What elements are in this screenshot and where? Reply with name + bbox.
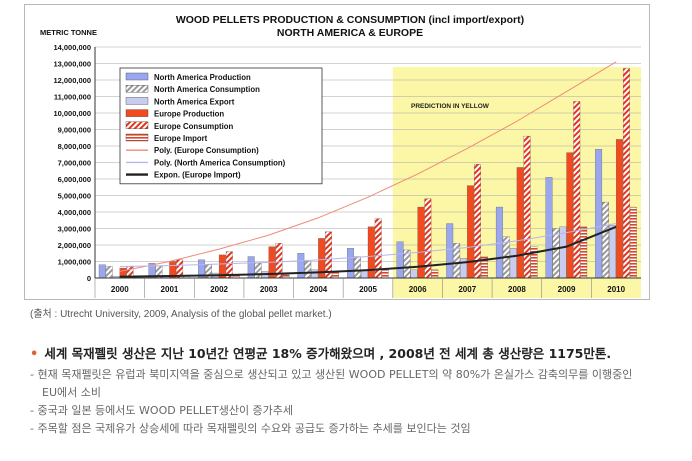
bar bbox=[622, 68, 630, 279]
y-tick-label: 4,000,000 bbox=[58, 208, 91, 217]
prediction-label: PREDICTION IN YELLOW bbox=[411, 103, 490, 110]
y-tick-label: 14,000,000 bbox=[53, 43, 91, 52]
y-tick-label: 0 bbox=[87, 274, 91, 283]
trendline bbox=[119, 61, 617, 272]
legend-label: Poly. (North America Consumption) bbox=[154, 158, 286, 167]
chart-subtitle: NORTH AMERICA & EUROPE bbox=[277, 27, 423, 39]
bar bbox=[311, 269, 319, 279]
bar bbox=[509, 248, 517, 279]
y-tick-label: 5,000,000 bbox=[58, 192, 91, 201]
bar bbox=[304, 261, 312, 279]
x-tick-label: 2003 bbox=[260, 285, 278, 294]
x-tick-label: 2009 bbox=[558, 285, 576, 294]
x-tick-label: 2008 bbox=[508, 285, 526, 294]
bar bbox=[105, 266, 113, 279]
bar bbox=[523, 135, 531, 279]
chart-title: WOOD PELLETS PRODUCTION & CONSUMPTION (i… bbox=[176, 14, 524, 26]
bar bbox=[410, 269, 418, 279]
legend-label: Europe Consumption bbox=[154, 122, 234, 131]
source-caption: (출처 : Utrecht University, 2009, Analysis… bbox=[30, 309, 332, 320]
bar bbox=[446, 223, 454, 279]
bar bbox=[595, 149, 603, 279]
x-tick-label: 2001 bbox=[161, 285, 179, 294]
legend-swatch bbox=[125, 72, 149, 81]
chart-frame: WOOD PELLETS PRODUCTION & CONSUMPTION (i… bbox=[24, 4, 650, 300]
bar bbox=[381, 269, 389, 279]
y-tick-label: 10,000,000 bbox=[53, 109, 91, 118]
x-tick-label: 2007 bbox=[458, 285, 476, 294]
legend-box bbox=[119, 67, 323, 185]
y-axis-label: METRIC TONNE bbox=[40, 28, 97, 37]
bar bbox=[516, 167, 524, 279]
y-tick-label: 7,000,000 bbox=[58, 159, 91, 168]
bar bbox=[98, 264, 106, 279]
headline: • 세계 목재펠릿 생산은 지난 10년간 연평균 18% 증가해왔으며 , 20… bbox=[30, 343, 680, 362]
bar bbox=[353, 256, 361, 279]
notes-section: • 세계 목재펠릿 생산은 지난 10년간 연평균 18% 증가해왔으며 , 20… bbox=[30, 343, 680, 438]
note-line: - 현재 목재펠릿은 유럽과 북미지역을 중심으로 생산되고 있고 생산된 WO… bbox=[30, 368, 633, 381]
bar bbox=[602, 201, 609, 279]
x-tick-label: 2006 bbox=[409, 285, 427, 294]
x-tick-label: 2005 bbox=[359, 285, 377, 294]
legend-label: North America Consumption bbox=[154, 85, 260, 94]
bar bbox=[396, 241, 404, 279]
y-tick-label: 13,000,000 bbox=[53, 60, 91, 69]
chart: WOOD PELLETS PRODUCTION & CONSUMPTION (i… bbox=[40, 14, 641, 298]
bar bbox=[552, 228, 560, 279]
legend-label: Europe Import bbox=[154, 134, 208, 143]
note-line: EU에서 소비 bbox=[42, 386, 101, 399]
bar bbox=[545, 177, 553, 279]
legend-label: Europe Production bbox=[154, 110, 224, 119]
bar bbox=[460, 258, 468, 279]
y-tick-label: 2,000,000 bbox=[58, 241, 91, 250]
bar bbox=[566, 152, 574, 279]
bar bbox=[573, 101, 581, 279]
bar bbox=[297, 253, 305, 279]
headline-text: 세계 목재펠릿 생산은 지난 10년간 연평균 18% 증가해왔으며 , 200… bbox=[44, 346, 612, 361]
legend-swatch bbox=[125, 121, 149, 130]
legend-label: Expon. (Europe Import) bbox=[154, 171, 241, 180]
trendline bbox=[119, 223, 617, 267]
legend-label: North America Production bbox=[154, 73, 251, 82]
bar bbox=[431, 269, 439, 279]
bar bbox=[403, 249, 411, 279]
note-line: - 중국과 일본 등에서도 WOOD PELLET생산이 증가추세 bbox=[30, 404, 294, 417]
legend-swatch bbox=[125, 109, 149, 117]
legend-label: North America Export bbox=[154, 97, 235, 106]
y-tick-label: 1,000,000 bbox=[58, 258, 91, 267]
bar bbox=[580, 226, 588, 279]
bar bbox=[629, 206, 637, 279]
bar bbox=[559, 226, 567, 279]
legend-swatch bbox=[125, 97, 149, 105]
x-tick-label: 2000 bbox=[111, 285, 129, 294]
bullet-icon: • bbox=[30, 347, 39, 362]
y-tick-label: 12,000,000 bbox=[53, 76, 91, 85]
legend-swatch bbox=[125, 133, 149, 142]
x-tick-label: 2004 bbox=[309, 285, 327, 294]
x-tick-label: 2010 bbox=[607, 285, 625, 294]
y-tick-label: 11,000,000 bbox=[54, 93, 91, 102]
x-tick-label: 2002 bbox=[210, 285, 228, 294]
bar bbox=[254, 262, 262, 279]
legend-label: Poly. (Europe Consumption) bbox=[154, 146, 259, 155]
trendline bbox=[119, 225, 617, 278]
bar bbox=[467, 185, 474, 279]
y-tick-label: 9,000,000 bbox=[58, 126, 91, 135]
y-tick-label: 3,000,000 bbox=[58, 225, 91, 234]
y-tick-label: 8,000,000 bbox=[58, 142, 91, 151]
bar bbox=[347, 248, 354, 279]
bar bbox=[609, 225, 616, 279]
bar bbox=[616, 139, 623, 279]
note-line: - 주목할 점은 국제유가 상승세에 따라 목재펠릿의 수요와 공급도 증가하는… bbox=[30, 422, 471, 435]
y-tick-label: 6,000,000 bbox=[58, 175, 91, 184]
legend-swatch bbox=[125, 84, 149, 93]
